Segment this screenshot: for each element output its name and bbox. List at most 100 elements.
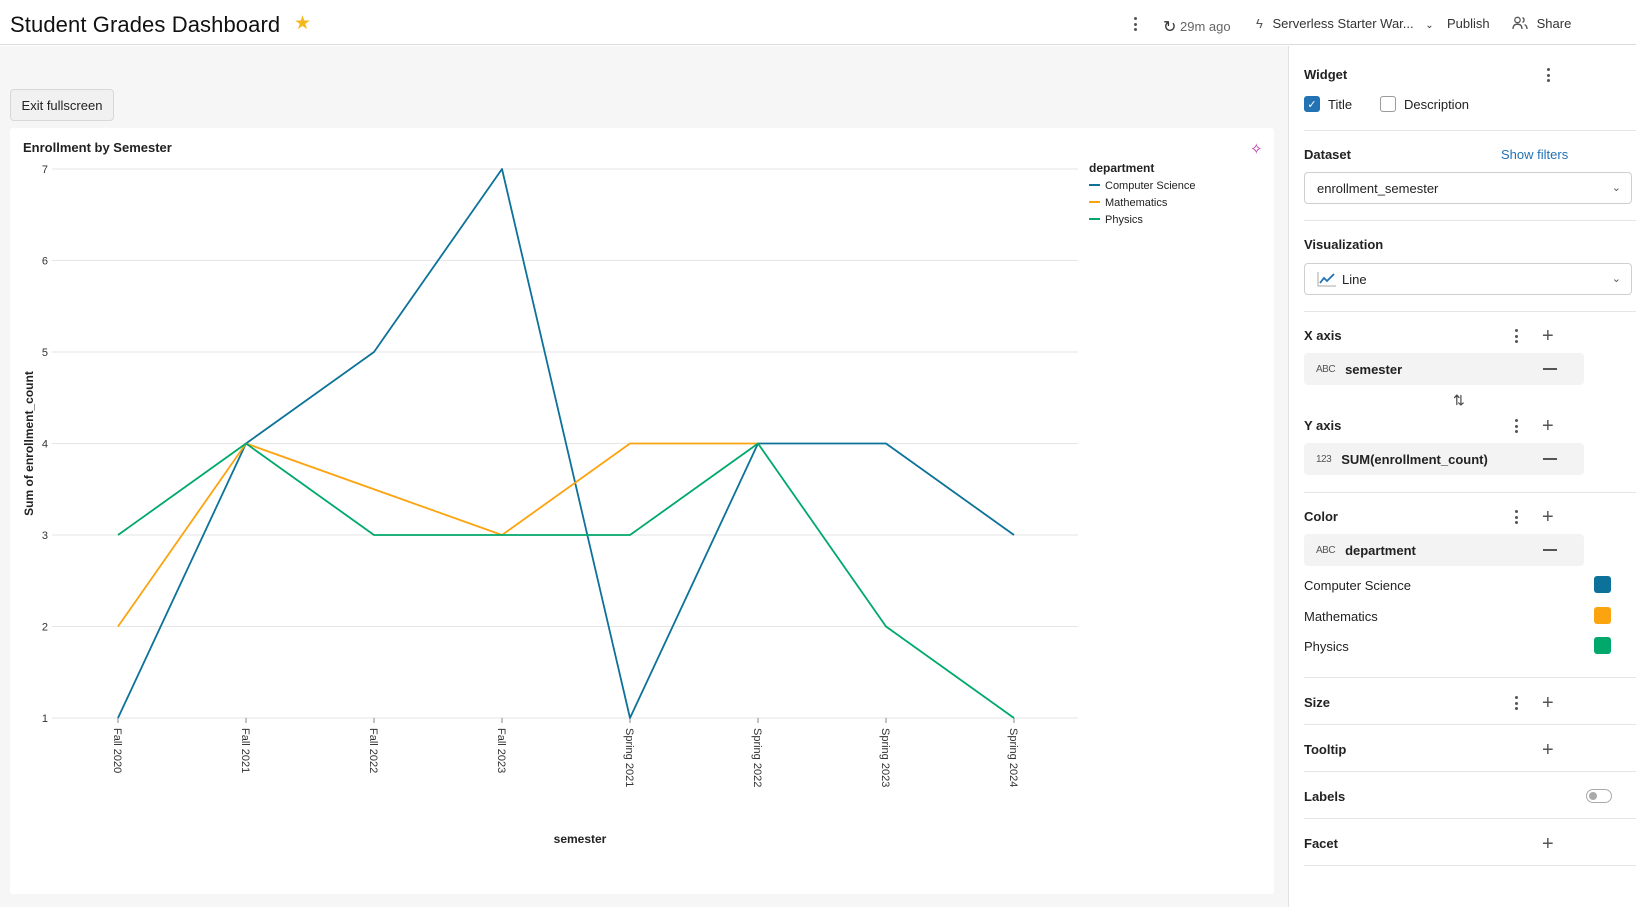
dashboard-title[interactable]: Student Grades Dashboard [10,12,281,37]
refresh-icon: ↻ [1163,19,1177,36]
ai-assistant-icon[interactable]: ✧ [1250,141,1263,158]
color-swatch[interactable] [1594,637,1611,654]
y-tick-label: 3 [42,530,48,542]
size-options-icon[interactable] [1510,694,1522,712]
top-bar: Student Grades Dashboard ★ ↻ 29m ago ϟ S… [0,0,1636,45]
exit-fullscreen-button[interactable]: Exit fullscreen [10,89,114,121]
x-axis-title: semester [554,832,607,846]
color-entry-label: Physics [1304,639,1349,654]
x-axis-options-icon[interactable] [1510,327,1522,345]
chevron-down-icon: ⌄ [1611,273,1621,285]
divider [1304,724,1636,725]
legend-label: Physics [1105,214,1143,226]
checkbox-unchecked-icon [1380,96,1396,112]
color-add-icon[interactable]: + [1542,506,1554,528]
refresh-button[interactable]: ↻ 29m ago [1163,16,1231,36]
tooltip-section-title: Tooltip [1304,742,1347,757]
y-axis-title: Sum of enrollment_count [22,371,36,516]
dataset-value: enrollment_semester [1317,180,1439,196]
widget-options-icon[interactable] [1542,66,1554,84]
share-label: Share [1536,16,1572,31]
visualization-section-title: Visualization [1304,237,1384,252]
more-options-icon[interactable] [1129,15,1141,33]
size-add-icon[interactable]: + [1542,692,1554,714]
visualization-value: Line [1342,271,1367,287]
divider [1304,220,1636,221]
labels-toggle[interactable] [1586,789,1612,803]
widget-section-title: Widget [1304,67,1348,82]
color-options-icon[interactable] [1510,508,1522,526]
color-entry-label: Mathematics [1304,609,1378,624]
y-tick-label: 4 [42,439,48,451]
title-checkbox-label: Title [1328,96,1353,112]
widget-title: Enrollment by Semester [23,140,172,155]
config-panel: Widget ✓ Title Description Dataset Show … [1288,46,1636,907]
divider [1304,865,1636,866]
y-tick-label: 1 [42,713,48,725]
refresh-time: 29m ago [1180,19,1231,34]
title-checkbox[interactable]: ✓ Title [1304,96,1352,112]
y-axis-section-title: Y axis [1304,418,1342,433]
warehouse-selector[interactable]: ϟ Serverless Starter War... ⌄ [1256,16,1434,31]
chart-widget[interactable]: Enrollment by Semester ✧ 1 2 3 4 5 6 7 Fall 202… [10,128,1274,894]
x-axis-field[interactable]: ABC semester [1304,353,1584,385]
color-swatch[interactable] [1594,607,1611,624]
y-axis-field[interactable]: 123 SUM(enrollment_count) [1304,443,1584,475]
chevron-down-icon: ⌄ [1611,182,1621,194]
series-line [117,442,1015,719]
x-tick-label: Spring 2023 [879,728,891,787]
warehouse-name: Serverless Starter War... [1272,16,1414,31]
y-axis-remove-icon[interactable] [1543,458,1557,460]
x-axis-add-icon[interactable]: + [1542,325,1554,347]
legend-label: Computer Science [1105,180,1196,192]
publish-button[interactable]: Publish [1447,16,1490,31]
line-chart: 1 2 3 4 5 6 7 Fall 2020 Fall 2021 Fall 2022 Fall 2… [22,161,1196,846]
x-axis-remove-icon[interactable] [1543,368,1557,370]
description-checkbox[interactable]: Description [1380,96,1469,112]
y-axis-add-icon[interactable]: + [1542,415,1554,437]
users-icon [1512,16,1528,30]
string-type-icon: ABC [1316,363,1336,375]
string-type-icon: ABC [1316,544,1336,556]
lightning-icon: ϟ [1256,16,1263,31]
favorite-star-icon[interactable]: ★ [294,13,312,34]
x-tick-label: Spring 2021 [623,728,635,787]
x-axis-section-title: X axis [1304,328,1342,343]
color-swatch[interactable] [1594,576,1611,593]
swap-axes-icon[interactable]: ⇅ [1453,392,1465,408]
facet-section-title: Facet [1304,836,1338,851]
color-remove-icon[interactable] [1543,549,1557,551]
tooltip-add-icon[interactable]: + [1542,739,1554,761]
line-chart-icon [1317,272,1336,287]
dataset-select[interactable]: enrollment_semester ⌄ [1304,172,1632,204]
color-field[interactable]: ABC department [1304,534,1584,566]
number-type-icon: 123 [1316,453,1332,465]
series-line [117,168,1015,719]
legend-label: Mathematics [1105,197,1168,209]
share-button[interactable]: Share [1512,16,1571,31]
y-axis-field-name: SUM(enrollment_count) [1341,451,1488,467]
checkbox-checked-icon: ✓ [1304,96,1320,112]
labels-section-title: Labels [1304,789,1346,804]
color-field-name: department [1345,542,1416,558]
y-axis-options-icon[interactable] [1510,417,1522,435]
divider [1304,492,1636,493]
y-tick-label: 7 [42,164,48,176]
facet-add-icon[interactable]: + [1542,833,1554,855]
size-section-title: Size [1304,695,1331,710]
x-tick-label: Fall 2021 [239,728,251,773]
visualization-select[interactable]: Line ⌄ [1304,263,1632,295]
show-filters-link[interactable]: Show filters [1501,147,1569,162]
legend-title: department [1089,161,1154,175]
y-tick-label: 2 [42,622,48,634]
x-tick-label: Spring 2022 [751,728,763,787]
x-tick-label: Spring 2024 [1007,728,1019,787]
color-entry-label: Computer Science [1304,578,1411,593]
divider [1304,771,1636,772]
x-axis-field-name: semester [1345,361,1403,377]
description-checkbox-label: Description [1404,96,1470,112]
divider [1304,311,1636,312]
x-tick-label: Fall 2023 [495,728,507,773]
divider [1304,677,1636,678]
color-section-title: Color [1304,509,1338,524]
